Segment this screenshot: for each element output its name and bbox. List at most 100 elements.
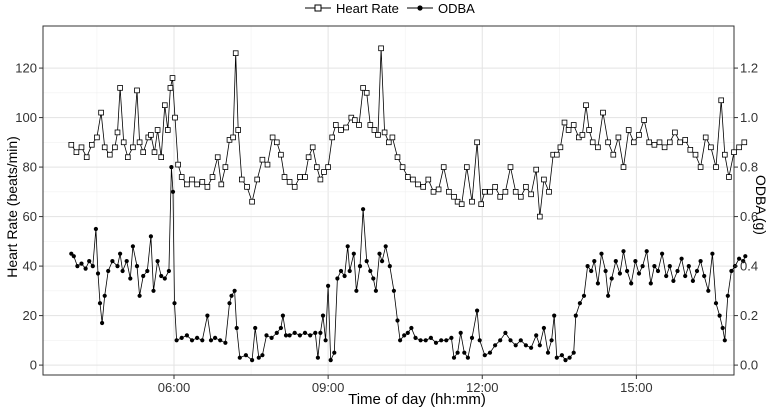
heart-rate-point	[73, 149, 80, 156]
odba-point	[487, 350, 493, 355]
heart-rate-point	[343, 124, 349, 131]
odba-point	[592, 259, 597, 264]
odba-point	[250, 358, 255, 363]
y-right-tick-label: 1.2	[740, 61, 758, 76]
odba-point	[603, 268, 608, 274]
heart-rate-point	[309, 144, 316, 151]
heart-rate-point	[682, 137, 688, 143]
y-right-tick-label: 0.2	[740, 308, 758, 323]
odba-point	[100, 320, 105, 326]
odba-point	[148, 234, 153, 239]
odba-point	[577, 301, 583, 306]
odba-point	[218, 338, 223, 343]
odba-point	[640, 264, 645, 269]
odba-point	[660, 251, 665, 256]
heart-rate-point	[492, 184, 498, 190]
heart-rate-point	[286, 179, 293, 185]
odba-point	[110, 259, 115, 264]
odba-point	[383, 244, 388, 249]
heart-rate-point	[726, 174, 732, 180]
heart-rate-point	[94, 134, 100, 141]
odba-point	[667, 264, 672, 269]
odba-point	[335, 276, 340, 281]
odba-point	[292, 330, 297, 335]
odba-point	[675, 268, 680, 274]
heart-rate-point	[583, 102, 589, 109]
odba-point	[172, 301, 177, 306]
odba-point	[326, 283, 331, 288]
heart-rate-point	[222, 164, 229, 170]
odba-point	[347, 268, 352, 274]
odba-point	[571, 350, 576, 355]
odba-point	[567, 355, 572, 360]
odba-point	[373, 288, 378, 293]
heart-rate-point	[214, 154, 221, 161]
odba-point	[694, 268, 700, 274]
heart-rate-point	[692, 151, 699, 158]
heart-rate-point	[136, 139, 143, 146]
heart-rate-point	[83, 154, 90, 161]
odba-point	[625, 268, 630, 274]
y-right-tick-label: 0.8	[740, 160, 758, 175]
heart-rate-point	[469, 198, 475, 205]
odba-point	[200, 338, 205, 343]
heart-rate-point	[625, 127, 632, 133]
heart-rate-point	[117, 85, 123, 91]
heart-rate-point	[338, 127, 344, 133]
odba-point	[184, 333, 189, 338]
odba-point	[380, 259, 385, 264]
legend-heart-rate-marker	[314, 4, 322, 12]
heart-rate-point	[446, 188, 452, 195]
heart-rate-point	[249, 198, 255, 205]
heart-rate-point	[134, 87, 140, 94]
heart-rate-point	[140, 149, 147, 156]
odba-point	[552, 313, 557, 318]
odba-point	[595, 281, 601, 286]
odba-point	[357, 264, 363, 269]
odba-point	[717, 313, 722, 318]
y-right-tick-label: 1.0	[740, 110, 758, 125]
heart-rate-point	[389, 134, 396, 141]
odba-point	[253, 325, 258, 331]
heart-rate-point	[317, 176, 324, 183]
odba-point	[581, 293, 587, 298]
odba-point	[409, 325, 414, 331]
odba-point	[205, 313, 210, 318]
heart-rate-point	[487, 188, 493, 195]
heart-rate-point	[325, 164, 331, 170]
heart-rate-point	[410, 176, 416, 183]
y-right-tick-label: 0.4	[740, 259, 758, 274]
odba-point	[229, 293, 234, 298]
heart-rate-point	[702, 134, 709, 141]
odba-point	[128, 276, 133, 281]
heart-rate-point	[451, 193, 457, 200]
heart-rate-point	[586, 127, 592, 133]
odba-point	[83, 266, 88, 271]
heart-rate-point	[687, 146, 694, 153]
heart-rate-point	[615, 134, 622, 141]
heart-rate-point	[151, 149, 158, 156]
heart-rate-point	[636, 132, 642, 138]
heart-rate-point	[232, 50, 239, 56]
x-tick-label: 12:00	[466, 380, 499, 395]
odba-point	[706, 288, 711, 293]
odba-point	[342, 273, 347, 279]
odba-point	[629, 281, 634, 286]
odba-point	[418, 338, 423, 343]
odba-point	[722, 338, 727, 343]
odba-point	[720, 325, 725, 331]
odba-point	[655, 268, 661, 274]
odba-point	[702, 273, 707, 279]
odba-point	[395, 318, 400, 323]
odba-point	[387, 264, 392, 269]
heart-rate-point	[148, 132, 154, 138]
series-layer	[68, 45, 748, 363]
odba-point	[79, 261, 84, 266]
odba-point	[169, 165, 174, 170]
plot-panel-border	[42, 25, 735, 376]
heart-rate-point	[107, 151, 113, 158]
odba-point	[141, 273, 146, 279]
heart-rate-point	[98, 109, 104, 116]
heart-rate-point	[667, 139, 673, 146]
odba-point	[469, 335, 475, 340]
